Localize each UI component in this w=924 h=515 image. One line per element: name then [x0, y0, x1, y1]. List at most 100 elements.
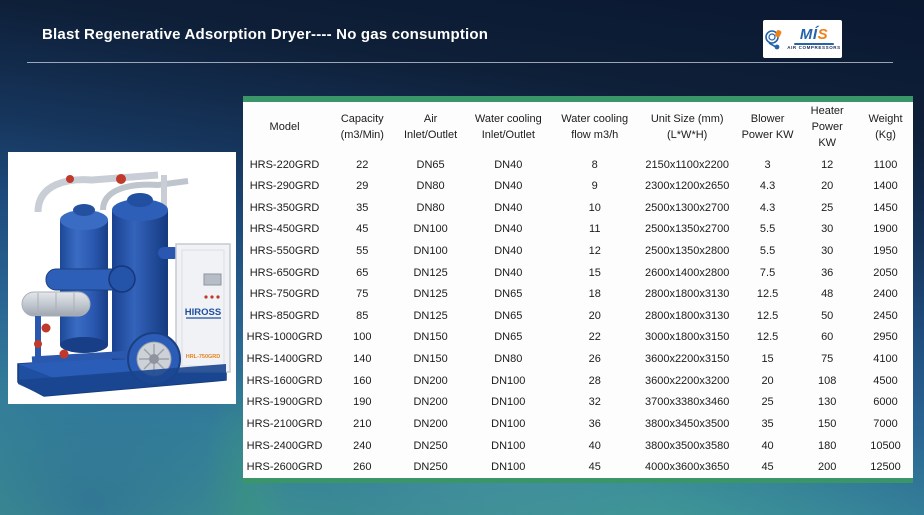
- spec-cell: DN100: [491, 417, 526, 430]
- model-cell: HRS-550GRD: [249, 245, 320, 258]
- spec-cell: 18: [588, 288, 601, 301]
- spec-cell: DN200: [413, 396, 448, 409]
- spec-cell: 180: [818, 439, 837, 452]
- equipment-photo: HIROSS HRL-750GRD: [8, 152, 236, 404]
- spec-cell: DN100: [413, 245, 448, 258]
- spec-cell: 60: [821, 331, 834, 344]
- spec-cell: 2600x1400x2800: [644, 266, 730, 279]
- spec-cell: 108: [818, 374, 837, 387]
- spec-cell: 30: [821, 245, 834, 258]
- model-cell: HRS-350GRD: [249, 201, 320, 214]
- spec-cell: DN125: [413, 266, 448, 279]
- model-cell: HRS-1400GRD: [246, 353, 323, 366]
- column-header: Blower Power KW: [741, 112, 794, 141]
- spec-cell: 36: [588, 417, 601, 430]
- spec-cell: 190: [353, 396, 372, 409]
- spec-cell: 140: [353, 353, 372, 366]
- spec-cell: 240: [353, 439, 372, 452]
- column-header: Heater Power KW: [810, 105, 844, 149]
- spec-cell: 40: [761, 439, 774, 452]
- spec-cell: 2400: [873, 288, 898, 301]
- spec-cell: 45: [588, 461, 601, 474]
- model-cell: HRS-1000GRD: [246, 331, 323, 344]
- column-header: Water cooling Inlet/Outlet: [474, 112, 542, 141]
- spec-cell: 2450: [873, 309, 898, 322]
- spec-cell: DN40: [494, 201, 523, 214]
- spec-cell: 22: [356, 158, 369, 171]
- spec-cell: 12: [588, 245, 601, 258]
- model-cell: HRS-450GRD: [249, 223, 320, 236]
- dryer-illustration: HIROSS HRL-750GRD: [17, 171, 231, 397]
- spec-cell: 1450: [873, 201, 898, 214]
- spec-cell: 10: [588, 201, 601, 214]
- model-cell: HRS-750GRD: [249, 288, 320, 301]
- spec-cell: 4.3: [759, 180, 776, 193]
- model-cell: HRS-850GRD: [249, 309, 320, 322]
- spec-cell: 3700x3380x3460: [644, 396, 730, 409]
- spec-cell: 50: [821, 309, 834, 322]
- spec-table: Model Capacity (m3/Min) Air Inlet/Outlet Wa…: [243, 102, 913, 478]
- spec-cell: 2500x1350x2700: [644, 223, 730, 236]
- spec-cell: 2500x1350x2800: [644, 245, 730, 258]
- spec-cell: 15: [761, 353, 774, 366]
- spec-cell: 3600x2200x3150: [644, 353, 730, 366]
- spec-cell: 8: [591, 158, 598, 171]
- spec-cell: 75: [821, 353, 834, 366]
- spec-cell: 160: [353, 374, 372, 387]
- equipment-model-label: HRL-750GRD: [186, 354, 221, 360]
- spec-cell: 22: [588, 331, 601, 344]
- spec-cell: DN80: [416, 201, 445, 214]
- spec-cell: 1100: [873, 158, 898, 171]
- title-divider: [27, 62, 893, 63]
- equipment-brand-label: HIROSS: [185, 307, 221, 318]
- spec-cell: 3800x3450x3500: [644, 417, 730, 430]
- logo-swoosh: [793, 43, 834, 46]
- spec-cell: 5.5: [759, 223, 776, 236]
- column-header: Model: [269, 120, 300, 133]
- spec-cell: 12: [821, 158, 834, 171]
- spec-cell: DN80: [494, 353, 523, 366]
- spec-cell: 4.3: [759, 201, 776, 214]
- column-header: Air Inlet/Outlet: [403, 112, 458, 141]
- spec-cell: 12.5: [756, 288, 779, 301]
- spec-cell: DN65: [416, 158, 445, 171]
- spec-cell: 12.5: [756, 331, 779, 344]
- spec-cell: 4100: [873, 353, 898, 366]
- spec-cell: 65: [356, 266, 369, 279]
- spec-table-header: Model Capacity (m3/Min) Air Inlet/Outlet Wa…: [243, 102, 913, 154]
- spec-cell: 20: [588, 309, 601, 322]
- spec-cell: 20: [761, 374, 774, 387]
- spec-cell: DN100: [491, 461, 526, 474]
- spec-cell: 29: [356, 180, 369, 193]
- spec-cell: DN250: [413, 439, 448, 452]
- spec-cell: DN100: [491, 439, 526, 452]
- spec-cell: 10500: [870, 439, 901, 452]
- company-logo: MÍS AIR COMPRESSORS: [763, 20, 842, 58]
- model-cell: HRS-2100GRD: [246, 417, 323, 430]
- spec-cell: 2800x1800x3130: [644, 309, 730, 322]
- spec-cell: 35: [356, 201, 369, 214]
- spec-cell: 1900: [873, 223, 898, 236]
- spec-cell: DN150: [413, 331, 448, 344]
- spec-cell: 100: [353, 331, 372, 344]
- logo-wordmark: MÍS: [799, 26, 829, 44]
- spec-cell: 75: [356, 288, 369, 301]
- spec-cell: DN125: [413, 288, 448, 301]
- spec-cell: 2950: [873, 331, 898, 344]
- table-row: HRS-290GRD 29 DN80 DN40 9 2300x1200x2650 4.3 20…: [243, 175, 913, 197]
- spec-cell: 6000: [873, 396, 898, 409]
- table-row: HRS-750GRD 75 DN125 DN65 18 2800x1800x3130 12.…: [243, 283, 913, 305]
- spec-cell: DN40: [494, 158, 523, 171]
- table-row: HRS-450GRD 45 DN100 DN40 11 2500x1350x2700 5.5…: [243, 219, 913, 241]
- spec-cell: DN40: [494, 223, 523, 236]
- table-row: HRS-1400GRD 140 DN150 DN80 26 3600x2200x3150 1…: [243, 348, 913, 370]
- spec-cell: DN65: [494, 288, 523, 301]
- table-row: HRS-1000GRD 100 DN150 DN65 22 3000x1800x3150 1…: [243, 327, 913, 349]
- spec-cell: DN65: [494, 309, 523, 322]
- model-cell: HRS-1900GRD: [246, 396, 323, 409]
- spec-cell: 40: [588, 439, 601, 452]
- spec-cell: 55: [356, 245, 369, 258]
- table-row: HRS-650GRD 65 DN125 DN40 15 2600x1400x2800 7.5…: [243, 262, 913, 284]
- spec-cell: DN100: [413, 223, 448, 236]
- spec-cell: 2300x1200x2650: [644, 180, 730, 193]
